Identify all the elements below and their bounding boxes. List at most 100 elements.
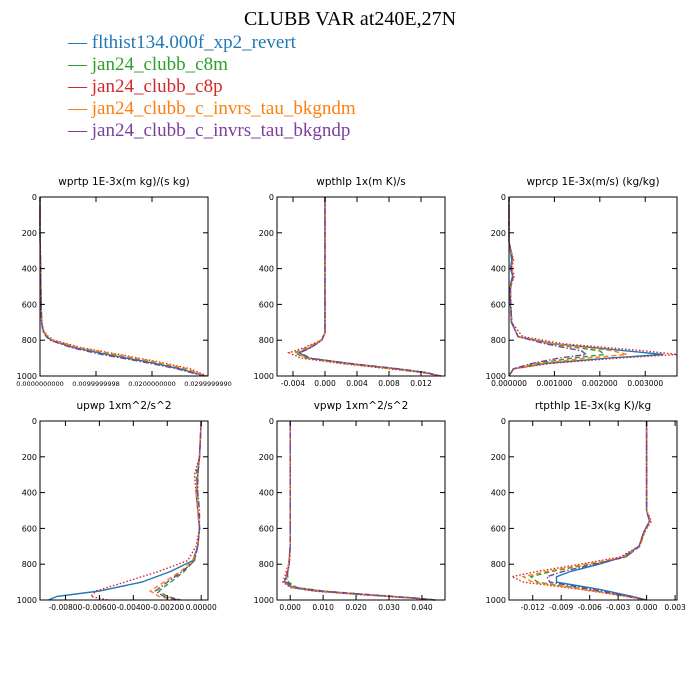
legend-entry-1: — flthist134.000f_xp2_revert bbox=[68, 32, 356, 54]
series-line-5 bbox=[546, 421, 651, 601]
panel-title: wprtp 1E-3x(m kg)/(s kg) bbox=[58, 176, 189, 188]
legend-label-5: jan24_clubb_c_invrs_tau_bkgndp bbox=[91, 120, 351, 141]
panel-6: rtpthlp 1E-3x(kg K)/kg 0 200 400 600 800 1000 -… bbox=[486, 400, 686, 612]
series-line-5 bbox=[154, 420, 202, 601]
legend-label-1: flthist134.000f_xp2_revert bbox=[91, 32, 296, 53]
y-tick-label: 0 bbox=[32, 193, 37, 202]
y-tick-label: 200 bbox=[491, 229, 506, 238]
x-tick-label: 0.000000 bbox=[491, 379, 527, 388]
y-tick-label: 400 bbox=[491, 265, 506, 274]
series-line-5 bbox=[298, 197, 442, 377]
series-line-4 bbox=[521, 421, 652, 601]
x-tick-label: -0.00400 bbox=[116, 603, 150, 612]
x-tick-label: 0.001000 bbox=[537, 379, 573, 388]
x-tick-label: 0.0000000000 bbox=[16, 380, 64, 388]
series-line-1 bbox=[555, 421, 651, 601]
legend-entry-5: — jan24_clubb_c_invrs_tau_bkgndp bbox=[68, 120, 356, 142]
x-tick-label: 0.008 bbox=[378, 379, 400, 388]
x-tick-label: -0.003 bbox=[606, 603, 630, 612]
y-tick-label: 800 bbox=[259, 560, 274, 569]
y-tick-label: 400 bbox=[259, 265, 274, 274]
y-tick-label: 800 bbox=[259, 336, 274, 345]
x-tick-label: 0.000 bbox=[636, 603, 658, 612]
y-tick-label: 1000 bbox=[254, 372, 274, 381]
y-tick-label: 400 bbox=[22, 489, 37, 498]
plot-frame bbox=[276, 196, 446, 377]
series-line-3 bbox=[282, 421, 436, 601]
y-tick-label: 0 bbox=[501, 417, 506, 426]
panel-2: wpthlp 1x(m K)/s 0 200 400 600 800 1000 -0.004 0… bbox=[254, 176, 446, 388]
x-tick-label: 0.040 bbox=[411, 603, 433, 612]
series-line-1 bbox=[283, 421, 436, 601]
panel-4: upwp 1xm^2/s^202004006008001000-0.00800-… bbox=[17, 400, 217, 612]
x-tick-label: 0.00000 bbox=[186, 603, 217, 612]
y-tick-label: 600 bbox=[259, 524, 274, 533]
y-tick-label: 600 bbox=[22, 300, 37, 309]
legend-entry-3: — jan24_clubb_c8p bbox=[68, 76, 356, 98]
x-tick-label: 0.000 bbox=[314, 379, 336, 388]
x-tick-label: -0.004 bbox=[281, 379, 305, 388]
x-tick-label: 0.0200000000 bbox=[128, 380, 176, 388]
series-line-4 bbox=[39, 197, 207, 377]
y-tick-label: 200 bbox=[22, 229, 37, 238]
x-tick-label: -0.00800 bbox=[49, 603, 83, 612]
y-tick-label: 800 bbox=[22, 336, 37, 345]
panel-3: wprcp 1E-3x(m/s) (kg/kg) 0 200 400 600 800 100… bbox=[486, 176, 678, 388]
series-line-3 bbox=[509, 421, 653, 601]
x-tick-label: 0.003000 bbox=[627, 379, 663, 388]
y-tick-label: 400 bbox=[22, 265, 37, 274]
panel-title: rtpthlp 1E-3x(kg K)/kg bbox=[535, 400, 651, 412]
legend: — flthist134.000f_xp2_revert — jan24_clu… bbox=[68, 32, 356, 142]
y-tick-label: 200 bbox=[491, 453, 506, 462]
y-tick-label: 600 bbox=[259, 300, 274, 309]
plot-frame bbox=[508, 420, 678, 601]
x-tick-label: 0.010 bbox=[312, 603, 334, 612]
x-tick-label: -0.006 bbox=[578, 603, 602, 612]
y-tick-label: 800 bbox=[491, 560, 506, 569]
x-tick-label: 0.004 bbox=[346, 379, 368, 388]
x-tick-label: -0.012 bbox=[521, 603, 545, 612]
y-tick-label: 200 bbox=[22, 453, 37, 462]
y-tick-label: 200 bbox=[259, 229, 274, 238]
panel-title: wprcp 1E-3x(m/s) (kg/kg) bbox=[526, 176, 659, 188]
y-tick-label: 1000 bbox=[486, 372, 506, 381]
y-tick-label: 400 bbox=[491, 489, 506, 498]
series-line-4 bbox=[149, 420, 202, 601]
y-tick-label: 1000 bbox=[17, 372, 37, 381]
x-tick-label: -0.00600 bbox=[83, 603, 117, 612]
x-tick-label: 0.030 bbox=[378, 603, 400, 612]
y-tick-label: 800 bbox=[22, 560, 37, 569]
plot-frame bbox=[276, 420, 446, 601]
series-line-1 bbox=[296, 197, 442, 377]
y-tick-label: 600 bbox=[491, 524, 506, 533]
series-line-1 bbox=[48, 420, 202, 601]
x-tick-label: -0.009 bbox=[549, 603, 573, 612]
legend-swatch-1: — bbox=[68, 32, 92, 53]
y-tick-label: 800 bbox=[491, 336, 506, 345]
x-tick-label: 0.003 bbox=[664, 603, 686, 612]
legend-label-2: jan24_clubb_c8m bbox=[91, 54, 228, 75]
series-line-4 bbox=[284, 421, 436, 601]
legend-swatch-3: — bbox=[68, 76, 92, 97]
panel-title: wpthlp 1x(m K)/s bbox=[316, 176, 406, 188]
series-line-5 bbox=[508, 197, 588, 377]
series-line-3 bbox=[508, 197, 678, 377]
series-line-3 bbox=[89, 420, 202, 601]
series-line-2 bbox=[157, 420, 202, 601]
series-line-3 bbox=[287, 197, 442, 377]
y-tick-label: 1000 bbox=[254, 596, 274, 605]
panel-1: wprtp 1E-3x(m kg)/(s kg) 0 200 400 600 800 100… bbox=[16, 176, 232, 388]
series-line-2 bbox=[286, 421, 436, 601]
y-tick-label: 1000 bbox=[17, 596, 37, 605]
legend-swatch-2: — bbox=[68, 54, 92, 75]
legend-label-3: jan24_clubb_c8p bbox=[91, 76, 223, 97]
series-line-4 bbox=[294, 197, 442, 377]
plot-frame bbox=[508, 196, 678, 377]
x-tick-label: 0.000 bbox=[279, 603, 301, 612]
panel-title: vpwp 1xm^2/s^2 bbox=[314, 400, 409, 412]
x-tick-label: 0.0299999990 bbox=[184, 380, 232, 388]
legend-entry-4: — jan24_clubb_c_invrs_tau_bkgndm bbox=[68, 98, 356, 120]
plot-frame bbox=[39, 420, 209, 601]
x-tick-label: 0.020 bbox=[345, 603, 367, 612]
